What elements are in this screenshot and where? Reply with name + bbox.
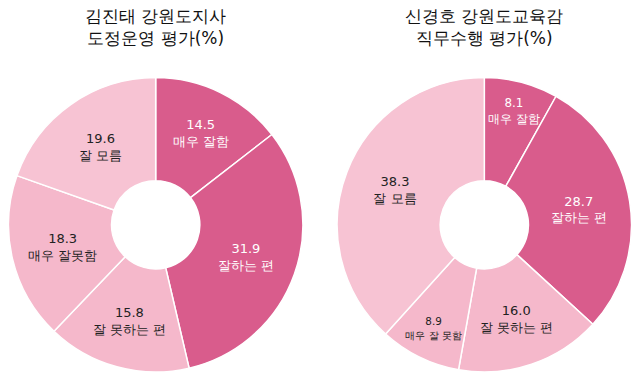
svg-text:38.3잘 모름: 38.3잘 모름 [373,174,416,206]
svg-text:19.6잘 모름: 19.6잘 모름 [79,131,122,163]
svg-text:28.7잘하는 편: 28.7잘하는 편 [551,194,607,226]
svg-text:18.3매우 잘못함: 18.3매우 잘못함 [28,231,97,263]
svg-text:8.9매우 잘 못함: 8.9매우 잘 못함 [405,315,462,340]
svg-text:16.0잘 못하는 편: 16.0잘 못하는 편 [480,303,553,335]
svg-text:8.1매우 잘함: 8.1매우 잘함 [488,96,540,125]
svg-text:31.9잘하는 편: 31.9잘하는 편 [218,241,274,273]
svg-text:김진태 강원도지사도정운영 평가(%): 김진태 강원도지사도정운영 평가(%) [85,6,226,48]
svg-text:신경호 강원도교육감직무수행 평가(%): 신경호 강원도교육감직무수행 평가(%) [405,6,563,48]
svg-text:14.5매우 잘함: 14.5매우 잘함 [173,117,229,149]
svg-text:15.8잘 못하는 편: 15.8잘 못하는 편 [93,305,166,337]
